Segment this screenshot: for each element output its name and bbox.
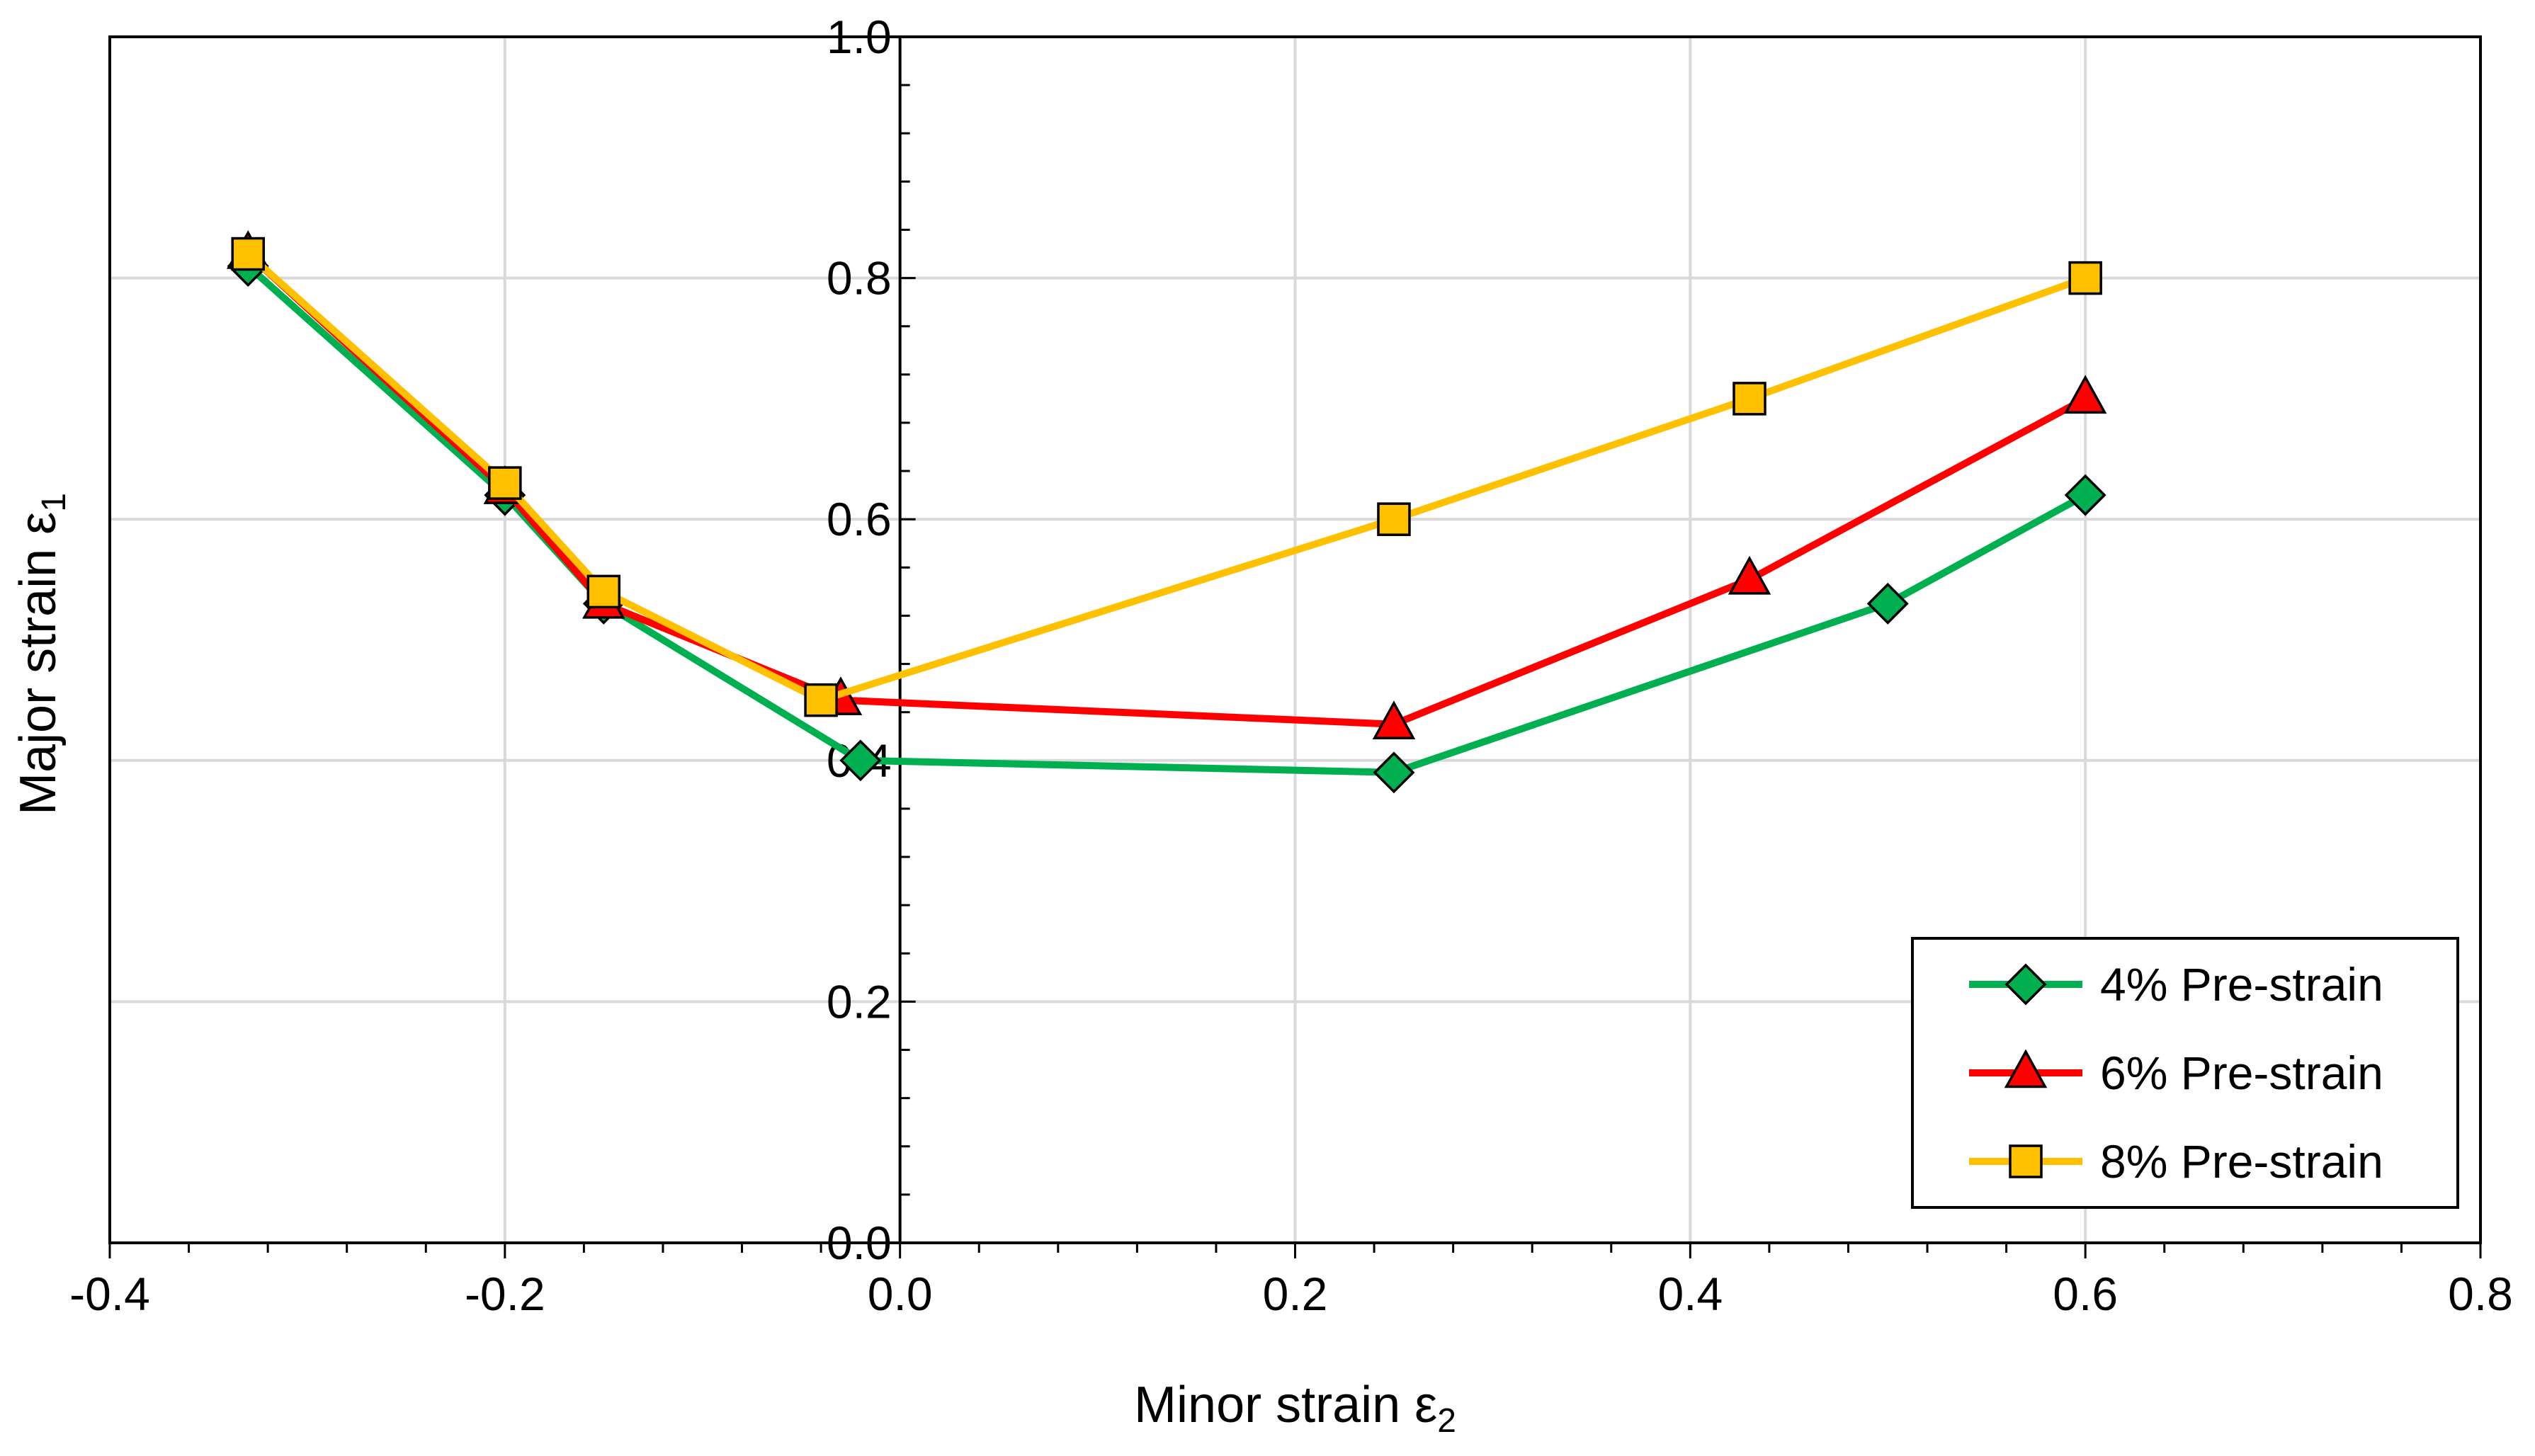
x-tick-label: -0.4: [69, 1268, 150, 1320]
legend-marker: [2004, 963, 2047, 1006]
data-point: [1373, 751, 1415, 794]
x-tick-label: 0.2: [1263, 1268, 1328, 1320]
data-point: [231, 237, 265, 271]
x-tick-label: 0.0: [868, 1268, 933, 1320]
data-point: [2064, 474, 2106, 516]
data-point: [2063, 375, 2107, 414]
x-tick-label: -0.2: [465, 1268, 545, 1320]
data-point: [488, 466, 522, 500]
data-point: [804, 683, 838, 717]
x-tick-label: 0.6: [2053, 1268, 2118, 1320]
data-point: [586, 574, 621, 609]
data-point: [1866, 582, 1909, 625]
legend-entry: 4% Pre-strain: [1969, 958, 2383, 1011]
legend-label: 6% Pre-strain: [2100, 1047, 2383, 1099]
legend: 4% Pre-strain 6% Pre-strain 8% Pre-strain: [1911, 937, 2459, 1209]
y-tick-label: 0.0: [827, 1217, 892, 1269]
series-3: [231, 237, 2102, 717]
legend-entry: 6% Pre-strain: [1969, 1047, 2383, 1099]
y-axis-title-text: Major strain ε: [10, 512, 67, 815]
series-group: [226, 230, 2107, 794]
data-point: [1372, 700, 1416, 739]
data-point: [1377, 502, 1411, 536]
gridlines: [110, 37, 2480, 1243]
x-tick-label: 0.4: [1657, 1268, 1723, 1320]
legend-marker: [2004, 1049, 2048, 1088]
y-tick-label: 1.0: [827, 11, 892, 63]
data-point: [839, 739, 882, 782]
legend-label: 4% Pre-strain: [2100, 958, 2383, 1011]
y-tick-label: 0.6: [827, 493, 892, 545]
axes: -0.4-0.20.00.20.40.60.80.00.20.40.60.81.…: [69, 11, 2513, 1320]
x-axis-title-text: Minor strain ε: [1134, 1377, 1437, 1433]
y-axis-title: Major strain ε1: [10, 493, 73, 815]
y-axis-title-subscript: 1: [35, 493, 73, 512]
data-point: [1728, 555, 1771, 595]
y-tick-label: 0.2: [827, 975, 892, 1028]
x-tick-label: 0.8: [2448, 1268, 2513, 1320]
data-point: [2068, 261, 2102, 295]
x-axis-title: Minor strain ε2: [1134, 1377, 1456, 1440]
y-tick-label: 0.8: [827, 252, 892, 305]
legend-label: 8% Pre-strain: [2100, 1135, 2383, 1188]
legend-entry: 8% Pre-strain: [1969, 1135, 2383, 1188]
legend-marker: [2009, 1144, 2043, 1178]
data-point: [1732, 382, 1766, 416]
x-axis-title-subscript: 2: [1437, 1402, 1456, 1440]
